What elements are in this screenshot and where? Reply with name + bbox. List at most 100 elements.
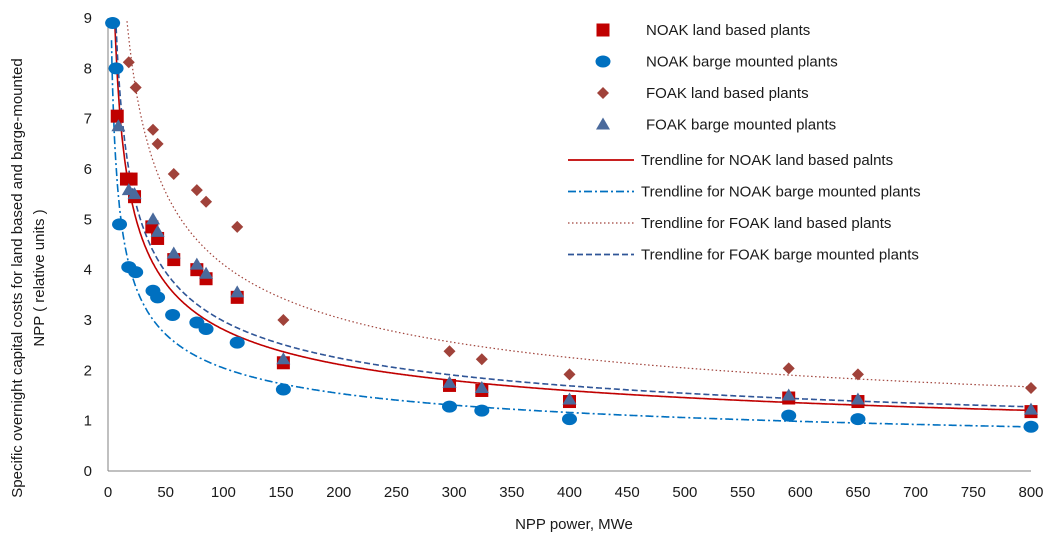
y-tick-label: 1 [84, 413, 92, 430]
data-point [231, 220, 244, 233]
data-point [1023, 420, 1039, 433]
y-tick-label: 5 [84, 211, 92, 228]
data-point [122, 56, 135, 69]
x-tick-label: 400 [557, 484, 582, 501]
legend-marker [597, 87, 609, 99]
y-tick-label: 7 [84, 111, 92, 128]
x-tick-label: 300 [442, 484, 467, 501]
trendline [115, 27, 1031, 408]
data-point [112, 218, 128, 231]
data-point [782, 362, 795, 375]
x-tick-label: 600 [788, 484, 813, 501]
data-point [150, 291, 166, 304]
x-tick-label: 0 [104, 484, 112, 501]
data-point [1024, 402, 1038, 415]
data-point [563, 368, 576, 381]
data-point [781, 409, 797, 422]
data-point [166, 246, 181, 259]
data-point [562, 413, 577, 426]
data-point [110, 109, 124, 123]
data-point [128, 266, 144, 279]
data-point [277, 314, 290, 326]
data-point [230, 285, 245, 298]
x-tick-labels: 0 50 100 150 200 250 300 350 400 450 500 550 600 650 7… [104, 484, 1044, 501]
data-points [105, 17, 1039, 433]
data-point [276, 352, 291, 365]
data-point [111, 119, 126, 132]
trendline [110, 40, 1031, 428]
y-tick-label: 3 [84, 312, 92, 329]
x-tick-label: 150 [269, 484, 294, 501]
legend-label: Trendline for FOAK land based plants [641, 215, 891, 232]
x-tick-label: 700 [903, 484, 928, 501]
x-tick-label: 800 [1018, 484, 1043, 501]
legend-marker [596, 117, 610, 130]
data-point [145, 212, 160, 225]
data-point [165, 308, 181, 321]
legend: NOAK land based plants NOAK barge mounted… [568, 22, 921, 264]
axes [107, 18, 1031, 472]
legend-label: NOAK barge mounted plants [646, 54, 838, 71]
legend-label: NOAK land based plants [646, 22, 810, 39]
x-axis-label: NPP power, MWe [515, 516, 633, 533]
data-point [562, 392, 577, 405]
trendlines [110, 21, 1031, 428]
legend-label: Trendline for FOAK barge mounted plants [641, 247, 919, 264]
x-tick-label: 100 [211, 484, 236, 501]
data-point [151, 137, 164, 150]
x-tick-label: 450 [615, 484, 640, 501]
x-tick-label: 550 [730, 484, 755, 501]
data-point [108, 62, 124, 75]
data-point [199, 266, 214, 279]
x-tick-label: 250 [384, 484, 409, 501]
data-point [474, 404, 490, 417]
data-point [442, 375, 457, 388]
data-point [1025, 381, 1037, 394]
data-point [850, 392, 865, 405]
data-point [229, 336, 245, 349]
x-tick-label: 500 [672, 484, 697, 501]
data-point [851, 368, 864, 381]
x-tick-label: 650 [845, 484, 870, 501]
legend-label: FOAK land based plants [646, 85, 809, 102]
trendline [126, 21, 1031, 388]
data-point [146, 123, 159, 136]
data-point [443, 345, 456, 358]
y-tick-label: 0 [84, 463, 92, 480]
data-point [442, 400, 458, 413]
data-point [781, 388, 796, 401]
data-point [275, 383, 291, 396]
data-point [129, 81, 142, 94]
data-point [124, 172, 138, 186]
data-point [474, 380, 489, 393]
data-point [167, 168, 180, 181]
x-tick-label: 50 [157, 484, 174, 501]
data-point [850, 413, 866, 426]
data-point [198, 323, 214, 336]
y-tick-label: 4 [84, 262, 92, 279]
x-tick-label: 350 [499, 484, 524, 501]
data-point [127, 187, 142, 200]
y-axis-label-line1: Specific overnight capital costs for lan… [9, 58, 26, 497]
y-axis-label-line2: NPP ( relative units ) [31, 209, 48, 346]
legend-label: FOAK barge mounted plants [646, 117, 836, 134]
legend-marker [596, 23, 610, 37]
data-point [200, 195, 213, 208]
data-point [190, 184, 203, 197]
data-point [105, 17, 121, 30]
legend-label: Trendline for NOAK barge mounted plants [641, 184, 921, 201]
legend-label: Trendline for NOAK land based palnts [641, 152, 893, 169]
y-tick-label: 2 [84, 362, 92, 379]
data-point [150, 224, 165, 237]
y-tick-label: 9 [84, 10, 92, 27]
legend-marker [595, 55, 611, 68]
x-tick-label: 750 [961, 484, 986, 501]
y-tick-labels: 0 1 2 3 4 5 6 7 8 9 [84, 10, 92, 480]
y-tick-label: 6 [84, 161, 92, 178]
data-point [189, 257, 204, 270]
x-tick-label: 200 [326, 484, 351, 501]
trendline [114, 25, 1031, 412]
data-point [475, 353, 488, 366]
y-tick-label: 8 [84, 60, 92, 77]
